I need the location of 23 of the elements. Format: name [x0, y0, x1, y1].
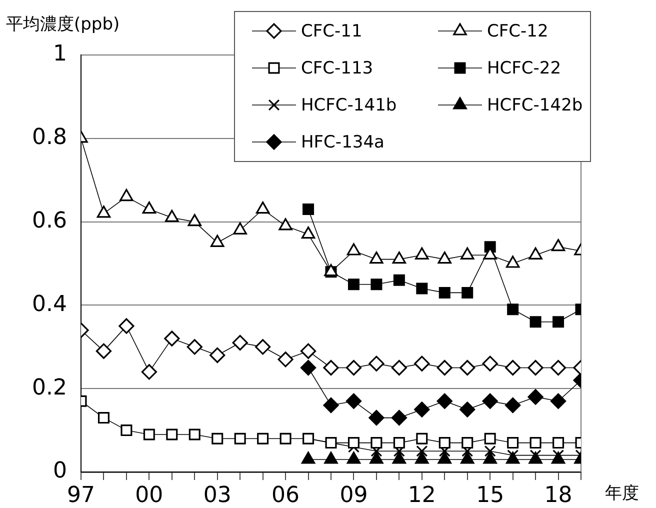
legend-label: HCFC-22 — [487, 58, 562, 78]
x-tick-label: 15 — [476, 482, 504, 508]
legend-label: HCFC-141b — [301, 95, 397, 116]
y-tick-label: 0.2 — [32, 375, 67, 400]
x-tick-label: 00 — [135, 482, 164, 508]
y-tick-label: 0 — [53, 458, 67, 484]
y-tick-label: 0.4 — [32, 292, 67, 317]
legend-label: CFC-11 — [301, 21, 362, 42]
x-tick-label: 18 — [544, 482, 572, 508]
x-tick-label: 09 — [340, 482, 368, 508]
y-tick-label: 1 — [53, 42, 67, 67]
x-tick-label: 12 — [408, 482, 436, 508]
x-tick-label: 97 — [67, 482, 95, 508]
y-axis-title: 平均濃度(ppb) — [6, 14, 120, 34]
x-tick-label: 03 — [203, 482, 232, 508]
y-tick-label: 0.6 — [32, 208, 67, 234]
legend-label: CFC-113 — [301, 58, 374, 78]
legend-label: CFC-12 — [487, 21, 548, 42]
y-tick-label: 0.8 — [32, 125, 67, 150]
legend-label: HFC-134a — [301, 132, 384, 152]
x-axis-title: 年度 — [605, 483, 639, 504]
x-tick-label: 06 — [272, 482, 300, 508]
legend-label: HCFC-142b — [487, 95, 583, 116]
